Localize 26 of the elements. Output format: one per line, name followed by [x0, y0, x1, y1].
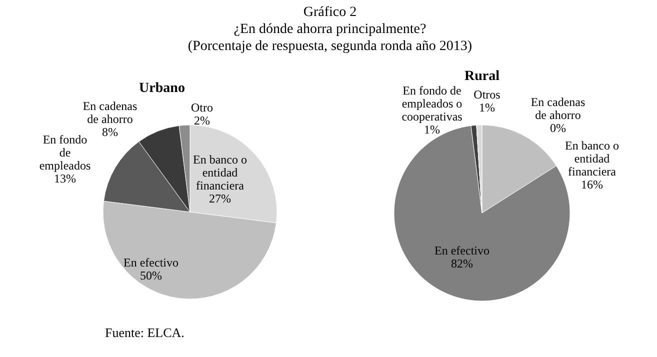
- data-label: 8%: [102, 124, 118, 139]
- text: Gráfico 2: [303, 5, 357, 20]
- data-label: 1%: [424, 122, 440, 136]
- data-label: 16%: [581, 177, 603, 192]
- slice-label: En banco o entidad financiera: [193, 152, 247, 192]
- data-label: 2%: [194, 113, 210, 128]
- slice-label: Otro: [191, 100, 213, 114]
- slice-label: En efectivo: [434, 243, 490, 258]
- text: 0%: [550, 120, 566, 135]
- chart-title: Urbano: [139, 81, 185, 96]
- slice-label: En fondo de empleados o cooperativas: [402, 83, 463, 124]
- text: (Porcentaje de respuesta, segunda ronda año 2013): [188, 39, 472, 54]
- slice-label: En cadenas de ahorro: [82, 98, 138, 126]
- data-label: 1%: [479, 100, 495, 114]
- slice-label: En fondo de empleados: [39, 132, 91, 172]
- data-label: 27%: [209, 191, 231, 206]
- slice-label: Otros: [474, 87, 501, 102]
- source-note: Fuente: ELCA.: [105, 325, 184, 340]
- data-label: 50%: [140, 268, 162, 282]
- data-label: 13%: [54, 171, 76, 186]
- slice-label: En banco o entidad financiera: [565, 138, 619, 178]
- data-label: 82%: [451, 256, 473, 270]
- slice-label: En efectivo: [124, 255, 178, 270]
- chart-title: Rural: [464, 69, 500, 84]
- text: ¿En dónde ahorra principalmente?: [234, 22, 426, 37]
- category-label: En cadenas de ahorro: [530, 94, 586, 122]
